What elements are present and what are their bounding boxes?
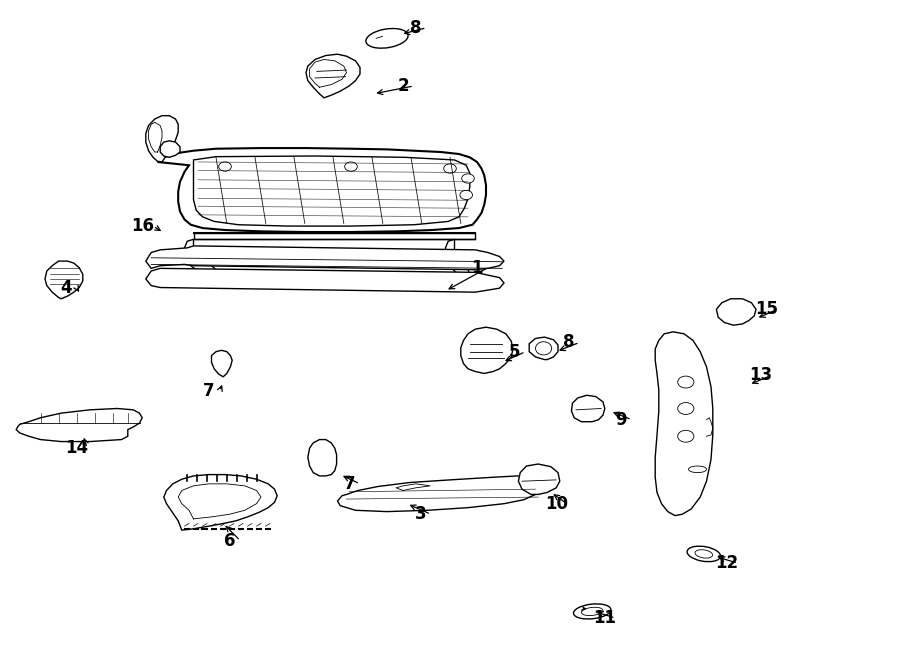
Polygon shape (146, 268, 504, 292)
Ellipse shape (581, 607, 603, 615)
Polygon shape (716, 299, 756, 325)
Text: 12: 12 (716, 554, 739, 572)
Text: 9: 9 (616, 410, 626, 429)
Polygon shape (461, 327, 513, 373)
Polygon shape (655, 332, 713, 516)
Polygon shape (212, 350, 232, 377)
Polygon shape (146, 116, 178, 162)
Text: 8: 8 (563, 333, 574, 352)
Polygon shape (184, 239, 216, 276)
Circle shape (219, 162, 231, 171)
Polygon shape (194, 156, 470, 226)
Ellipse shape (536, 342, 552, 355)
Polygon shape (164, 475, 277, 530)
Text: 10: 10 (544, 494, 568, 513)
Polygon shape (306, 54, 360, 98)
Circle shape (678, 376, 694, 388)
Text: 13: 13 (749, 366, 772, 385)
Polygon shape (16, 408, 142, 442)
Ellipse shape (573, 604, 611, 619)
Circle shape (460, 190, 473, 200)
Polygon shape (338, 476, 540, 512)
Polygon shape (146, 246, 504, 270)
Text: 5: 5 (509, 342, 520, 361)
Polygon shape (518, 464, 560, 494)
Ellipse shape (688, 466, 706, 473)
Polygon shape (308, 440, 337, 476)
Text: 8: 8 (410, 19, 421, 37)
Text: 15: 15 (755, 300, 778, 319)
Circle shape (444, 164, 456, 173)
Text: 11: 11 (593, 609, 616, 627)
Circle shape (678, 430, 694, 442)
Text: 4: 4 (60, 278, 71, 297)
Circle shape (345, 162, 357, 171)
Ellipse shape (366, 28, 408, 48)
Polygon shape (529, 337, 558, 360)
Text: 7: 7 (203, 382, 214, 401)
Text: 16: 16 (130, 217, 154, 235)
Polygon shape (160, 141, 180, 157)
Circle shape (678, 403, 694, 414)
Text: 1: 1 (472, 258, 482, 277)
Text: 2: 2 (398, 77, 409, 95)
Polygon shape (45, 261, 83, 299)
Polygon shape (572, 395, 605, 422)
Circle shape (462, 174, 474, 183)
Ellipse shape (695, 550, 713, 558)
Polygon shape (158, 148, 486, 232)
Text: 7: 7 (344, 475, 355, 493)
Polygon shape (446, 239, 470, 278)
Ellipse shape (687, 546, 721, 562)
Text: 3: 3 (415, 505, 426, 524)
Text: 6: 6 (224, 531, 235, 550)
Text: 14: 14 (65, 439, 88, 457)
